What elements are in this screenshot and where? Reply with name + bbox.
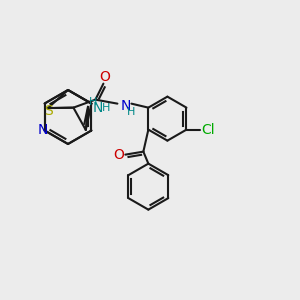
Text: N: N [93,101,103,115]
Text: N: N [120,99,131,112]
Text: H: H [127,106,136,117]
Text: S: S [45,104,53,118]
Text: O: O [99,70,110,84]
Text: H: H [88,97,97,107]
Text: O: O [113,148,124,162]
Text: N: N [38,124,48,137]
Text: H: H [102,103,110,113]
Text: Cl: Cl [202,123,215,136]
